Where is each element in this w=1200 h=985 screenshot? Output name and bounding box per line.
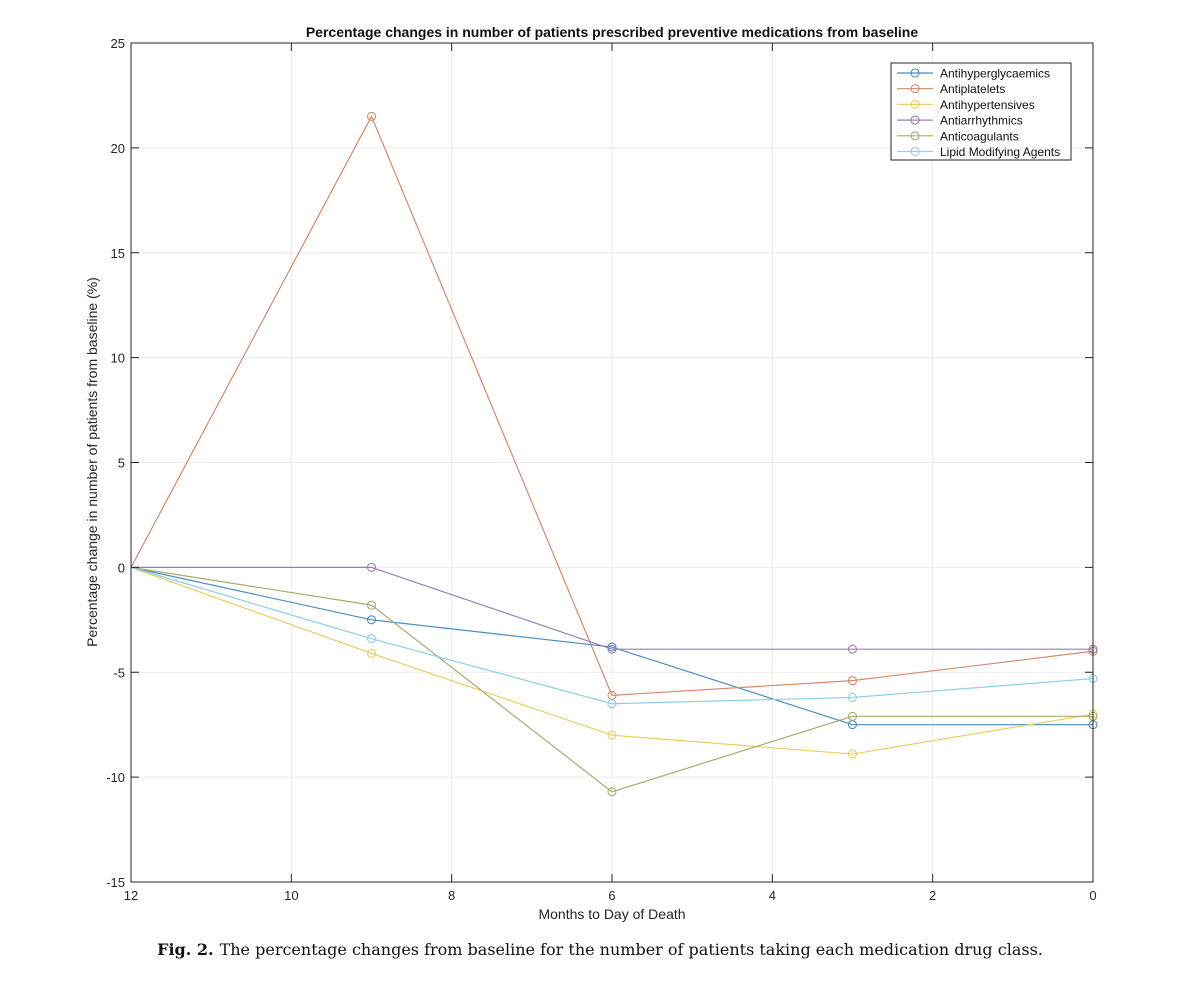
legend-marker	[910, 115, 920, 125]
x-tick-label: 4	[769, 888, 776, 903]
y-tick-label: 20	[111, 141, 125, 156]
y-tick-label: -15	[106, 875, 125, 890]
legend-item: Lipid Modifying Agents	[897, 145, 1060, 159]
x-tick-label: 12	[124, 888, 138, 903]
legend-marker	[910, 84, 920, 94]
series-antiplatelets	[130, 111, 1098, 700]
series-line	[131, 566, 1093, 650]
data-point-marker	[847, 692, 858, 702]
data-point-marker	[366, 615, 377, 625]
legend-label: Antihypertensives	[940, 98, 1035, 112]
y-tick-label: 10	[111, 351, 125, 366]
series-anticoagulants	[130, 566, 1098, 797]
series-lipid-modifying-agents	[130, 566, 1098, 709]
grid-lines	[131, 43, 1093, 882]
data-point-marker	[366, 600, 377, 610]
series-line	[130, 566, 1094, 755]
legend-item: Antihyperglycaemics	[897, 67, 1050, 81]
legend-label: Antihyperglycaemics	[940, 67, 1050, 81]
legend-box	[890, 62, 1072, 161]
data-point-marker	[607, 644, 617, 654]
data-point-marker	[847, 676, 858, 686]
data-point-marker	[366, 111, 377, 121]
x-tick-label: 8	[448, 888, 455, 903]
x-tick-label: 6	[608, 888, 615, 903]
legend-label: Anticoagulants	[940, 129, 1019, 143]
series-line	[130, 566, 1094, 705]
legend-label: Lipid Modifying Agents	[940, 145, 1060, 159]
data-point-marker	[847, 711, 858, 721]
series-group	[130, 111, 1098, 797]
legend-marker	[910, 146, 920, 157]
legend-marker	[910, 131, 920, 141]
series-line	[130, 115, 1094, 696]
x-axis-label: Months to Day of Death	[538, 906, 685, 922]
y-tick-label: 0	[118, 560, 125, 575]
y-tick-label: -5	[113, 665, 125, 680]
y-tick-label: 25	[111, 36, 125, 51]
legend-marker	[910, 99, 920, 109]
data-point-marker	[607, 699, 617, 709]
legend-item: Antihypertensives	[897, 98, 1035, 112]
data-point-marker	[607, 730, 617, 740]
data-point-marker	[366, 562, 377, 572]
caption-label: Fig. 2.	[157, 940, 214, 959]
legend-item: Antiarrhythmics	[897, 114, 1023, 128]
series-antiarrhythmics	[131, 562, 1098, 654]
caption-text: The percentage changes from baseline for…	[219, 940, 1043, 959]
legend-item: Anticoagulants	[897, 129, 1019, 143]
legend-item: Antiplatelets	[897, 82, 1005, 96]
data-point-marker	[847, 644, 858, 654]
data-point-marker	[607, 787, 617, 797]
legend-label: Antiarrhythmics	[940, 114, 1023, 128]
x-tick-label: 10	[284, 888, 298, 903]
series-antihyperglycaemics	[130, 566, 1098, 730]
series-line	[130, 566, 1093, 793]
y-tick-label: -10	[106, 770, 125, 785]
series-line	[130, 566, 1093, 726]
y-axis-label: Percentage change in number of patients …	[84, 277, 100, 647]
data-point-marker	[847, 749, 858, 759]
data-point-marker	[366, 648, 377, 658]
x-tick-label: 0	[1089, 888, 1096, 903]
chart-title: Percentage changes in number of patients…	[306, 24, 919, 40]
figure-caption: Fig. 2. The percentage changes from basel…	[0, 940, 1200, 959]
y-tick-label: 5	[118, 456, 125, 471]
series-antihypertensives	[130, 566, 1098, 759]
legend-marker	[910, 68, 920, 78]
legend-label: Antiplatelets	[940, 82, 1005, 96]
data-point-marker	[366, 634, 377, 644]
y-tick-label: 15	[111, 246, 125, 261]
x-tick-label: 2	[929, 888, 936, 903]
